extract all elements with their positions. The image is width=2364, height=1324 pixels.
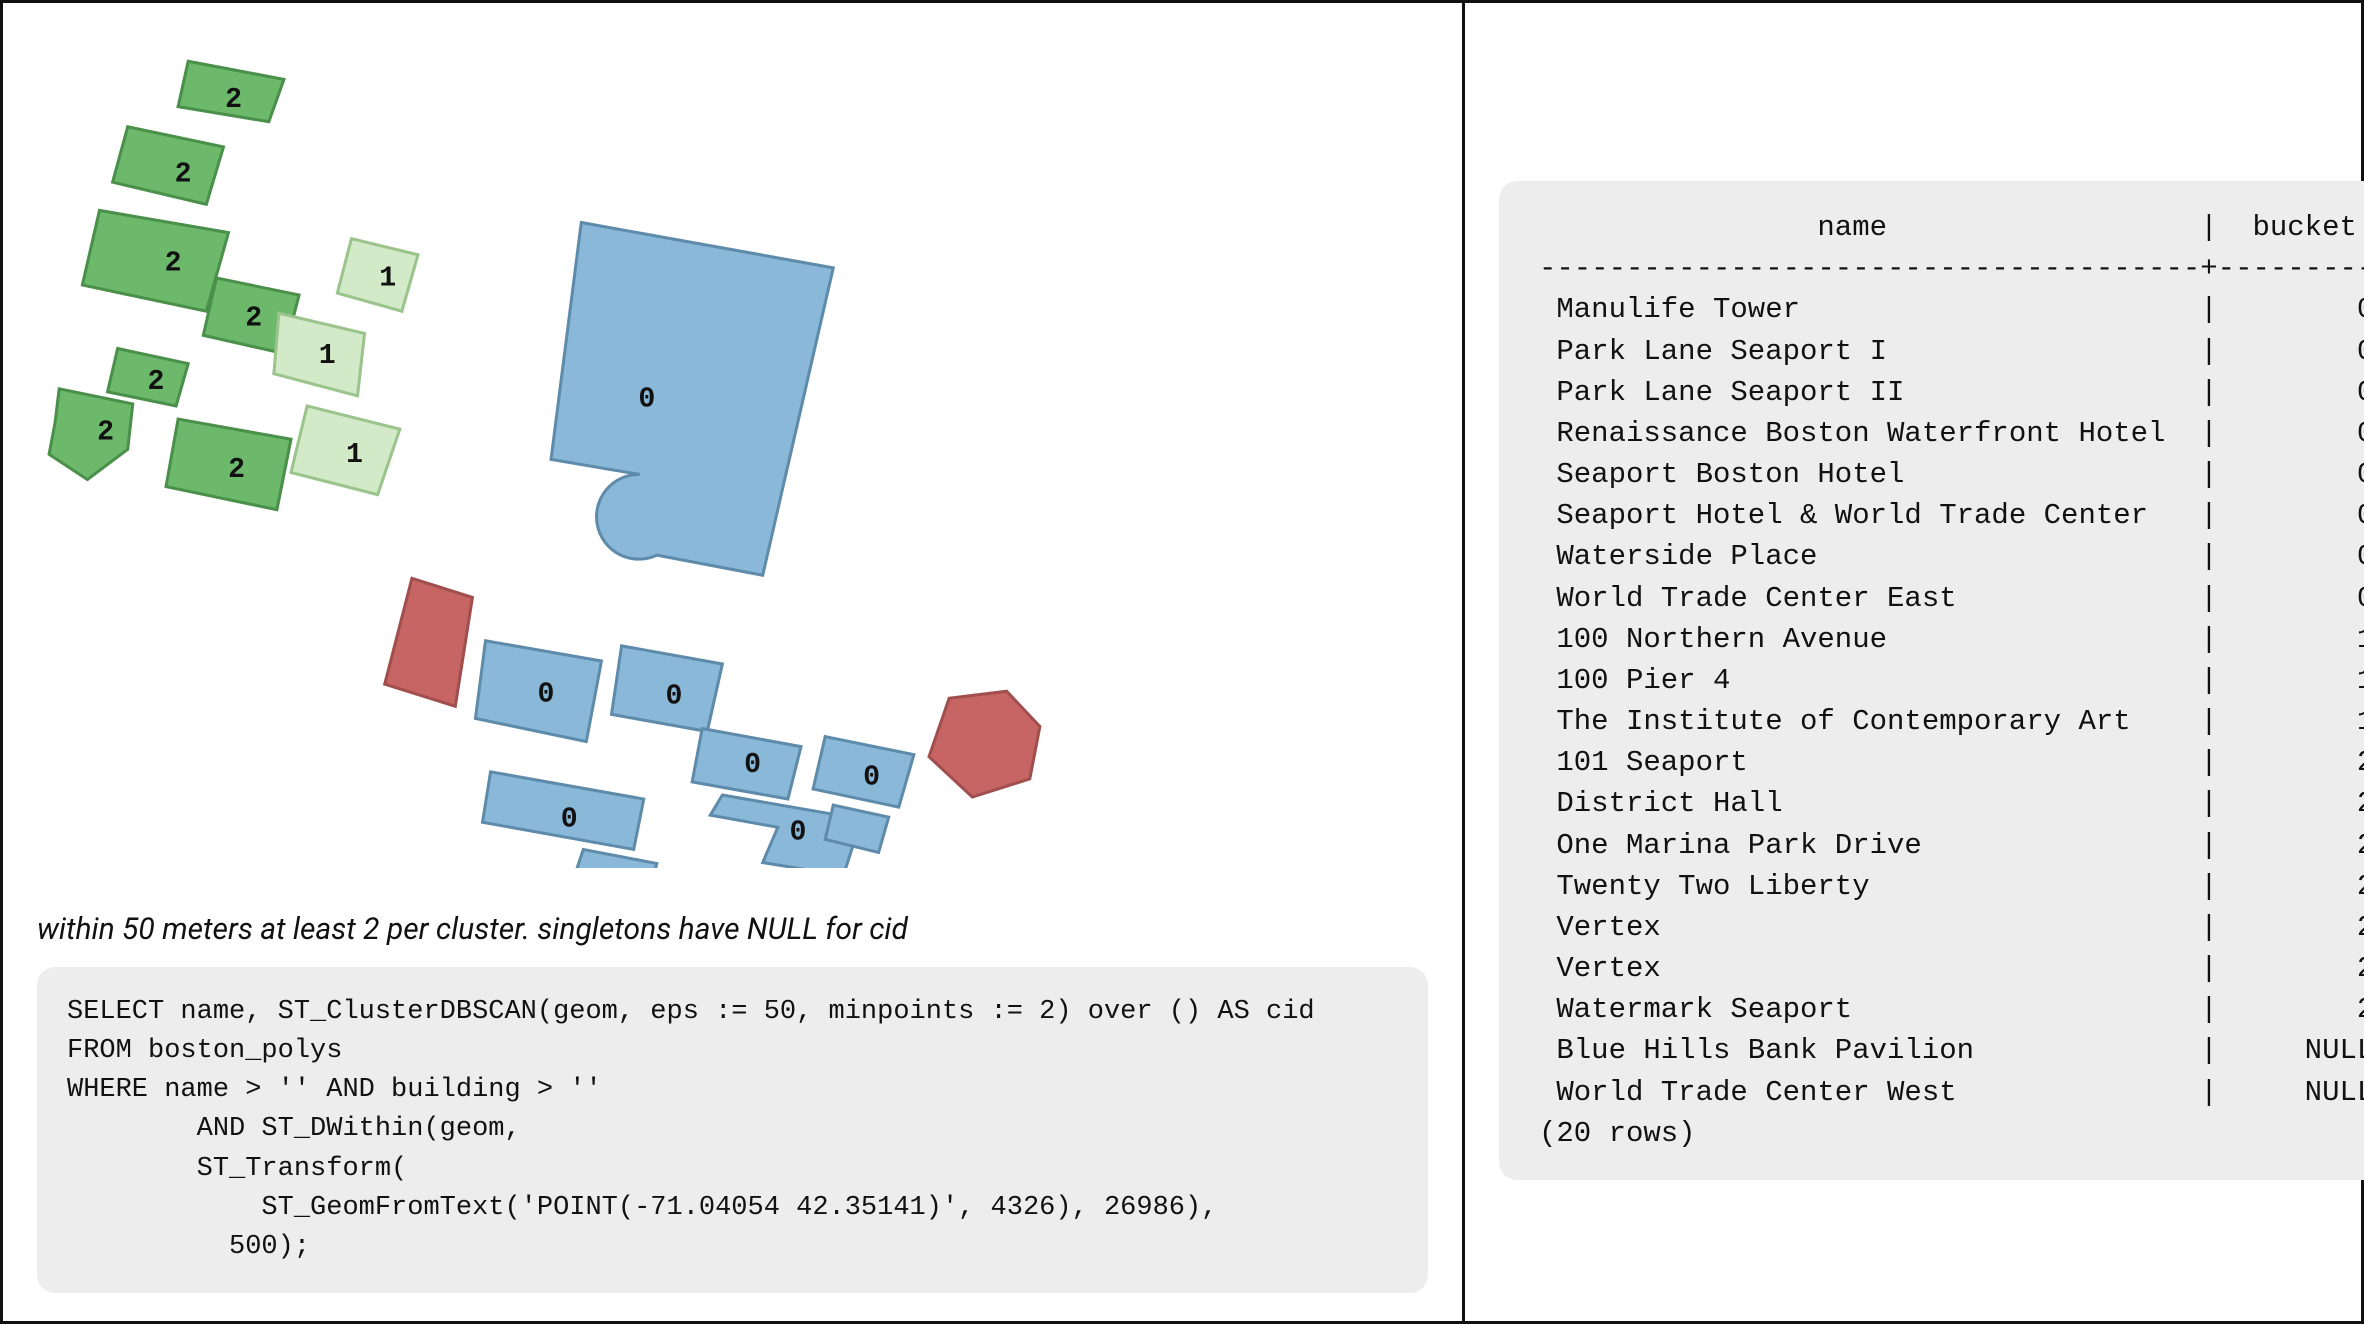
cluster-label: 0 — [666, 682, 683, 713]
cluster-label: 1 — [319, 341, 336, 372]
cluster-shape-g2-f — [49, 389, 133, 480]
cluster-shape-g2-c — [82, 210, 228, 311]
cluster-label: 2 — [147, 367, 164, 398]
sql-code-block[interactable]: SELECT name, ST_ClusterDBSCAN(geom, eps … — [37, 967, 1428, 1293]
cluster-label: 0 — [561, 805, 578, 836]
cluster-label: 2 — [228, 455, 245, 486]
query-results-block[interactable]: name | bucket --------------------------… — [1499, 181, 2364, 1180]
left-panel: 2 2 2 2 2 2 2 1 1 1 0 0 0 0 0 0 0 within 50 meters at le… — [3, 3, 1465, 1321]
cluster-label: 2 — [175, 160, 192, 191]
cluster-label: 2 — [225, 85, 242, 116]
cluster-label: 1 — [379, 263, 396, 294]
cluster-label: 1 — [346, 440, 363, 471]
cluster-label: 0 — [790, 818, 807, 849]
cluster-shape-g0-s4 — [561, 849, 657, 867]
cluster-shape-g2-b — [113, 127, 224, 205]
diagram-caption: within 50 meters at least 2 per cluster.… — [37, 912, 1428, 947]
cluster-label: 2 — [165, 248, 182, 279]
cluster-label: 0 — [744, 750, 761, 781]
cluster-shape-g1-a — [337, 239, 418, 312]
cluster-label: 0 — [638, 384, 655, 415]
cluster-shape-null-b — [929, 691, 1040, 797]
cluster-diagram-wrapper: 2 2 2 2 2 2 2 1 1 1 0 0 0 0 0 0 0 — [37, 31, 1428, 902]
right-panel: name | bucket --------------------------… — [1465, 3, 2364, 1321]
cluster-label: 2 — [97, 418, 114, 449]
cluster-label: 0 — [538, 680, 555, 711]
cluster-shape-null-a — [385, 578, 473, 706]
page-two-panel: 2 2 2 2 2 2 2 1 1 1 0 0 0 0 0 0 0 within 50 meters at le… — [0, 0, 2364, 1324]
cluster-label: 0 — [863, 762, 880, 793]
cluster-shape-g0-big — [551, 223, 833, 576]
cluster-label: 2 — [245, 304, 262, 335]
cluster-diagram: 2 2 2 2 2 2 2 1 1 1 0 0 0 0 0 0 0 — [37, 31, 1428, 868]
